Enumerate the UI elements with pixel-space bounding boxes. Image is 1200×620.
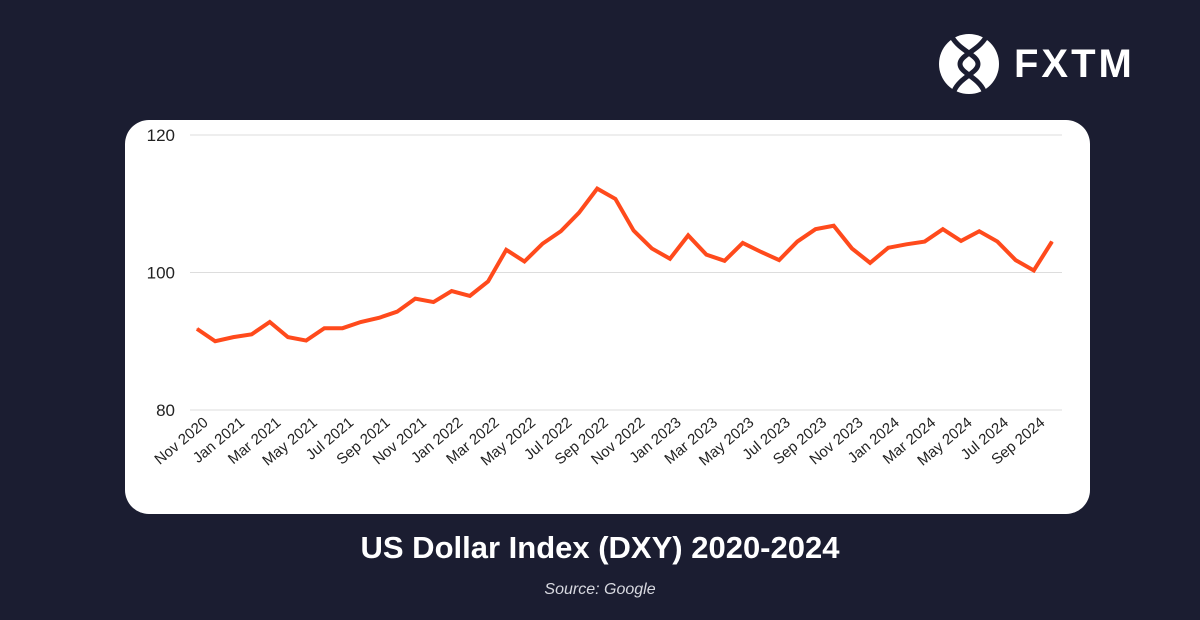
data-point: [505, 249, 507, 251]
data-point: [960, 240, 962, 242]
data-point: [196, 328, 198, 330]
data-point: [851, 247, 853, 249]
dxy-series-line: [195, 186, 1054, 344]
data-point: [432, 301, 434, 303]
data-point: [651, 247, 653, 249]
data-point: [633, 230, 635, 232]
data-point: [942, 228, 944, 230]
chart-title: US Dollar Index (DXY) 2020-2024: [360, 530, 840, 565]
data-point: [269, 321, 271, 323]
data-point: [214, 340, 216, 342]
data-point: [705, 254, 707, 256]
data-point: [1051, 241, 1053, 243]
y-tick-label: 80: [156, 401, 175, 420]
data-point: [778, 259, 780, 261]
data-point: [360, 321, 362, 323]
data-point: [396, 311, 398, 313]
data-point: [251, 333, 253, 335]
chart-source: Source: Google: [544, 581, 656, 598]
data-point: [614, 198, 616, 200]
data-point: [1033, 269, 1035, 271]
fxtm-logo-icon: [939, 34, 999, 94]
data-point: [414, 298, 416, 300]
y-tick-label: 100: [147, 264, 175, 283]
data-point: [342, 327, 344, 329]
data-point: [323, 327, 325, 329]
fxtm-logo: FXTM: [938, 33, 1135, 95]
data-point: [487, 280, 489, 282]
data-point: [996, 241, 998, 243]
data-point: [687, 234, 689, 236]
y-tick-label: 120: [147, 126, 175, 145]
data-point: [724, 260, 726, 262]
data-point: [378, 317, 380, 319]
data-point: [669, 258, 671, 260]
data-point: [287, 336, 289, 338]
data-point: [924, 241, 926, 243]
data-point: [542, 243, 544, 245]
data-point: [887, 247, 889, 249]
data-point: [596, 188, 598, 190]
chart-card: [125, 120, 1090, 514]
data-point: [796, 241, 798, 243]
data-point: [469, 295, 471, 297]
data-point: [869, 262, 871, 264]
logo-text: FXTM: [1014, 41, 1135, 86]
data-point: [523, 261, 525, 262]
data-point: [742, 242, 744, 244]
data-point: [578, 212, 580, 214]
data-point: [560, 230, 562, 232]
data-point: [232, 336, 234, 338]
data-point: [305, 340, 307, 342]
data-point: [815, 228, 817, 230]
data-point: [1015, 259, 1017, 261]
data-point: [978, 230, 980, 232]
data-point: [760, 251, 762, 253]
data-point: [833, 225, 835, 227]
data-point: [451, 290, 453, 292]
data-point: [905, 243, 907, 245]
